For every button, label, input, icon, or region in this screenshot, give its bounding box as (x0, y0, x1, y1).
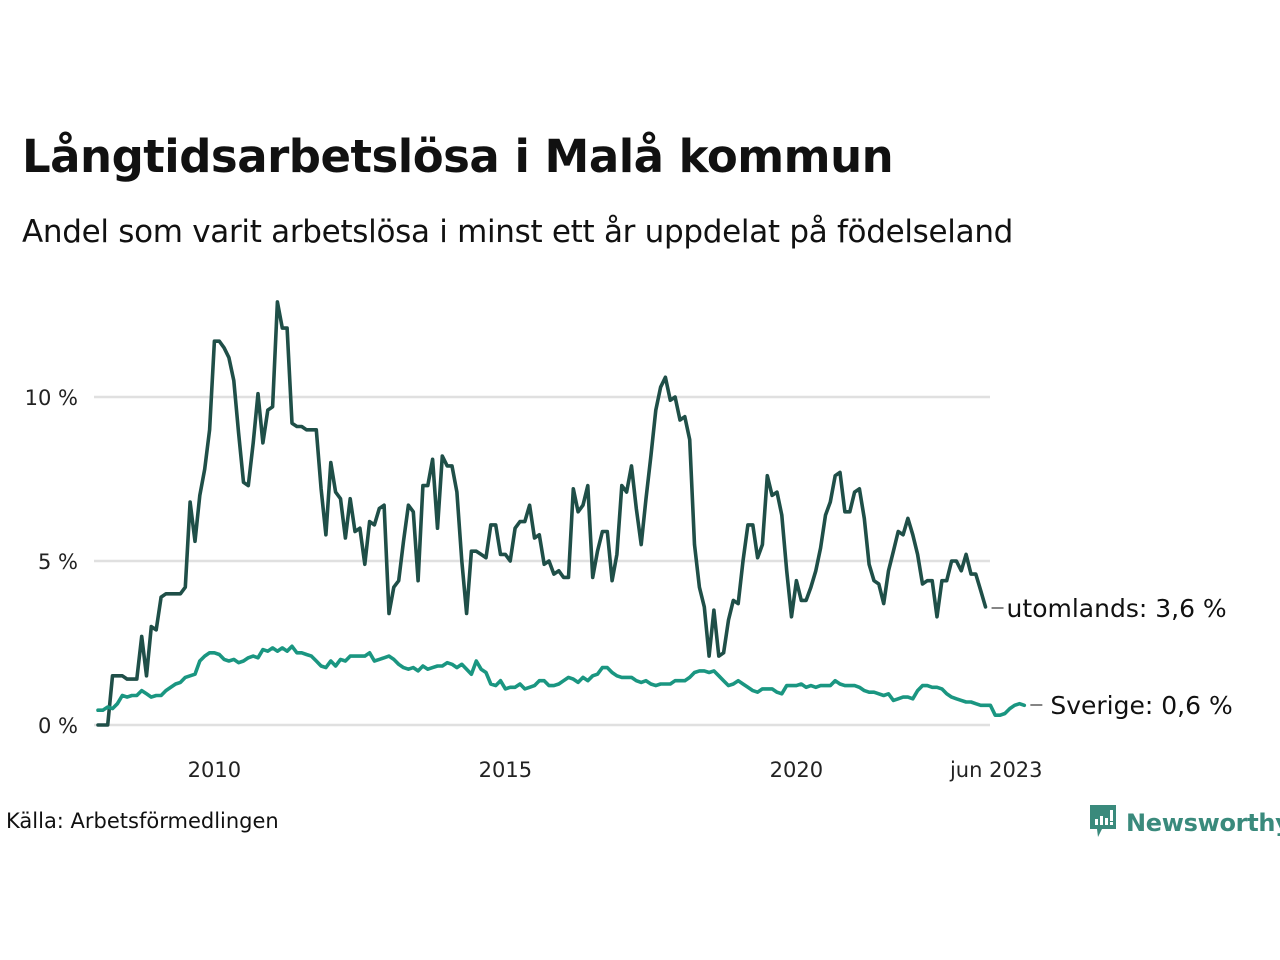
y-tick-label: 0 % (38, 714, 78, 738)
y-tick-label: 5 % (38, 550, 78, 574)
y-tick-label: 10 % (25, 386, 78, 410)
newsworthy-logo[interactable]: Newsworthy (1088, 803, 1280, 843)
end-label-utomlands: utomlands: 3,6 % (1007, 594, 1227, 623)
series-line-sverige (96, 644, 1027, 718)
x-axis-ticks: 2010 2015 2020 jun 2023 (188, 758, 1043, 782)
x-tick-label: 2020 (770, 758, 823, 782)
chart-title: Långtidsarbetslösa i Malå kommun (22, 130, 894, 183)
series-lines (96, 300, 1027, 727)
source-note: Källa: Arbetsförmedlingen (6, 809, 279, 833)
x-tick-label: 2010 (188, 758, 241, 782)
newsworthy-chart-bubble-icon (1088, 803, 1118, 843)
y-axis-ticks: 0 % 5 % 10 % (25, 386, 78, 738)
chart-subtitle: Andel som varit arbetslösa i minst ett å… (22, 214, 1014, 250)
end-label-sverige: Sverige: 0,6 % (1050, 691, 1232, 720)
x-tick-label: jun 2023 (949, 758, 1043, 782)
brand-name: Newsworthy (1126, 809, 1280, 837)
x-tick-label: 2015 (479, 758, 532, 782)
series-line-utomlands (96, 300, 988, 727)
end-labels: utomlands: 3,6 % Sverige: 0,6 % (991, 594, 1233, 720)
